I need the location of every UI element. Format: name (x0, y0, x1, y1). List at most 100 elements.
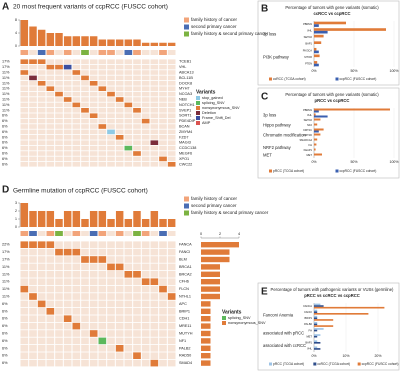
group-label: Hippo pathway (263, 123, 292, 128)
cell-bg (150, 81, 159, 86)
percent-label: 11% (2, 103, 10, 107)
category-label: VHL (307, 29, 313, 33)
cell-bg (81, 315, 89, 322)
cell-bg (37, 70, 46, 75)
cell-bg (167, 345, 176, 352)
cell-bg (141, 352, 150, 359)
cell-bg (72, 91, 81, 97)
cell-bg (107, 241, 115, 248)
percent-label: 11% (2, 81, 10, 85)
gene-label: XPO1 (179, 157, 189, 161)
cell-bg (29, 145, 37, 151)
cell-bg (167, 300, 176, 308)
cell-bg (20, 64, 29, 70)
cell-bg (133, 322, 141, 330)
cell-bg (89, 248, 98, 256)
bar (314, 118, 321, 121)
cell-bg (141, 75, 150, 81)
cell-bg (150, 59, 159, 64)
cell-bg (150, 108, 159, 113)
cell-bg (81, 59, 89, 64)
cell-bg (141, 91, 150, 97)
cell-bg (167, 124, 176, 129)
cell-bg (159, 337, 167, 345)
x-tick-label: 4 (238, 232, 240, 236)
cell-bg (167, 145, 176, 151)
x-tick-label: 10% (342, 354, 349, 358)
bar (314, 335, 318, 338)
cell-bg (46, 162, 55, 167)
legend-label: ccRCC (TCGA cohort) (317, 362, 350, 366)
cell-bg (141, 113, 150, 118)
percent-label: 17% (2, 250, 10, 254)
percent-label: 6% (2, 141, 8, 145)
cell-bg (46, 263, 55, 271)
cell-bg (72, 162, 81, 167)
row-bar (201, 249, 230, 255)
annotation-bg (55, 50, 63, 55)
cell-bg (107, 345, 115, 352)
category-label: FANCI (304, 310, 312, 314)
bar (63, 36, 72, 46)
bar (314, 317, 318, 320)
variant-cell (72, 70, 81, 75)
y-tick-label: 0 (15, 225, 17, 229)
gene-label: MAGI3 (179, 141, 191, 145)
cell-bg (133, 145, 141, 151)
cell-bg (115, 86, 124, 91)
cell-bg (141, 145, 150, 151)
cell-bg (159, 248, 167, 256)
percent-label: 6% (2, 114, 8, 118)
cell-bg (124, 86, 133, 91)
bar (314, 24, 319, 27)
cell-bg (29, 124, 37, 129)
bar (314, 115, 328, 118)
cell-bg (29, 64, 37, 70)
cell-bg (141, 81, 150, 86)
cell-bg (20, 81, 29, 86)
bar (314, 47, 317, 51)
annotation-cell (141, 231, 150, 236)
cell-bg (124, 140, 133, 145)
cell-bg (46, 359, 55, 367)
cell-bg (124, 345, 133, 352)
legend-title: Variants (222, 309, 242, 315)
cell-bg (37, 64, 46, 70)
legend-swatch (196, 101, 200, 105)
cell-bg (115, 256, 124, 263)
gene-label: BCAN (179, 125, 190, 129)
cell-bg (81, 102, 89, 108)
cell-bg (20, 315, 29, 322)
variant-cell (124, 145, 133, 151)
cell-bg (150, 135, 159, 140)
cell-bg (81, 118, 89, 124)
group-label: Chromatin modification (263, 133, 306, 138)
variant-cell (37, 241, 46, 248)
cell-bg (72, 156, 81, 162)
cell-bg (124, 156, 133, 162)
bar (314, 321, 318, 324)
percent-label: 6% (2, 339, 8, 343)
percent-label: 6% (2, 346, 8, 350)
variant-cell (115, 345, 124, 352)
cell-bg (81, 359, 89, 367)
category-label: KMT2C (303, 128, 312, 132)
variant-cell (55, 248, 63, 256)
percent-label: 6% (2, 309, 8, 313)
legend-label: ccpRCC (FUSCC cohort) (340, 169, 377, 173)
bar (314, 341, 321, 344)
cell-bg (167, 156, 176, 162)
cell-bg (89, 75, 98, 81)
variant-cell (81, 75, 89, 81)
annotation-cell (20, 50, 29, 55)
variant-cell (133, 151, 141, 156)
legend-swatch (357, 362, 361, 366)
cell-bg (167, 308, 176, 315)
legend-swatch (269, 362, 272, 366)
row-bar (201, 308, 211, 314)
cell-bg (167, 64, 176, 70)
cell-bg (72, 108, 81, 113)
cell-bg (63, 75, 72, 81)
cell-bg (98, 359, 107, 367)
variant-cell (20, 59, 29, 64)
